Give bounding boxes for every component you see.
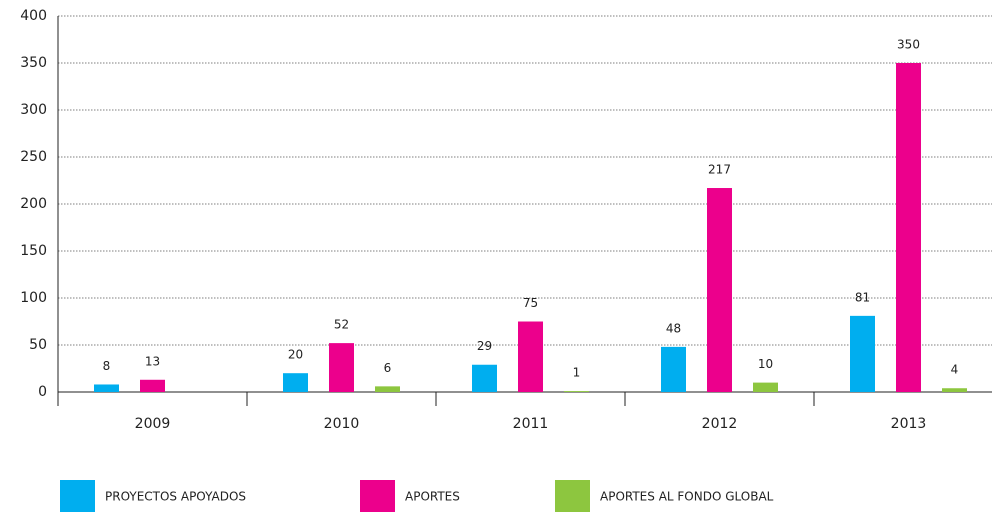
- x-tick-label: 2012: [702, 416, 738, 432]
- bar: [140, 379, 165, 392]
- bar: [94, 384, 119, 392]
- data-label: 29: [477, 339, 492, 353]
- y-tick-label: 0: [38, 384, 47, 400]
- data-label: 217: [708, 163, 731, 177]
- y-tick-label: 200: [20, 196, 47, 212]
- y-tick-label: 250: [20, 149, 47, 165]
- data-label: 81: [855, 290, 870, 304]
- bar: [942, 388, 967, 392]
- x-tick-label: 2011: [513, 416, 549, 432]
- bar: [375, 386, 400, 392]
- data-label: 20: [288, 348, 303, 362]
- data-label: 75: [523, 296, 538, 310]
- y-tick-label: 150: [20, 243, 47, 259]
- data-label: 1: [573, 366, 581, 380]
- data-label: 13: [145, 354, 160, 368]
- x-tick-label: 2009: [135, 416, 171, 432]
- x-tick-label: 2013: [891, 416, 927, 432]
- legend-swatch: [60, 480, 95, 512]
- data-label: 350: [897, 38, 920, 52]
- bar: [896, 63, 921, 392]
- legend-label: PROYECTOS APOYADOS: [105, 490, 246, 504]
- bar: [707, 188, 732, 392]
- bar: [472, 364, 497, 392]
- x-tick-label: 2010: [324, 416, 360, 432]
- data-label: 52: [334, 318, 349, 332]
- legend-swatch: [360, 480, 395, 512]
- y-tick-label: 400: [20, 8, 47, 24]
- bar: [850, 315, 875, 392]
- legend-swatch: [555, 480, 590, 512]
- y-tick-label: 350: [20, 55, 47, 71]
- data-label: 8: [103, 359, 111, 373]
- data-label: 6: [384, 361, 392, 375]
- bar: [518, 321, 543, 392]
- bar: [564, 391, 589, 392]
- data-label: 4: [951, 363, 959, 377]
- data-label: 10: [758, 357, 773, 371]
- legend-label: APORTES AL FONDO GLOBAL: [600, 490, 774, 504]
- data-label: 48: [666, 321, 681, 335]
- y-tick-label: 300: [20, 102, 47, 118]
- y-tick-label: 50: [29, 337, 47, 353]
- bar: [329, 343, 354, 392]
- y-tick-label: 100: [20, 290, 47, 306]
- bar: [753, 382, 778, 392]
- legend-label: APORTES: [405, 490, 460, 504]
- bar: [661, 346, 686, 392]
- bar: [283, 373, 308, 392]
